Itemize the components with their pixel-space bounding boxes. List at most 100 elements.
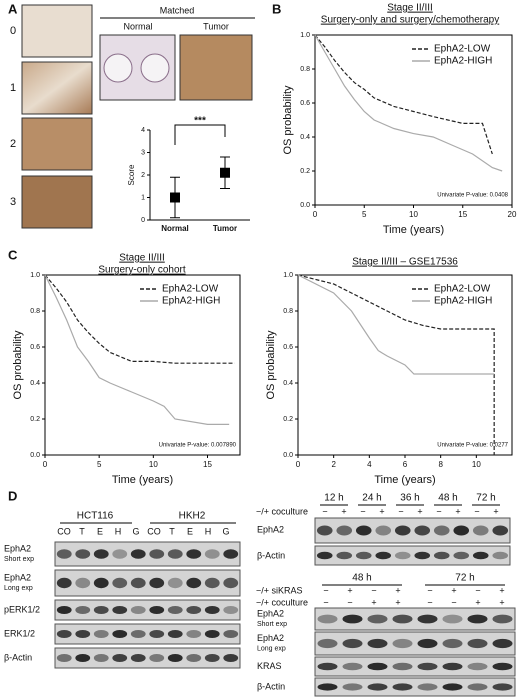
row-label: EphA2	[257, 633, 284, 643]
band	[417, 638, 438, 649]
x-axis-label: Time (years)	[374, 474, 435, 486]
band	[223, 577, 239, 589]
y-tick-label: 0.4	[300, 134, 310, 141]
band	[112, 606, 128, 614]
sign: +	[455, 506, 460, 516]
band	[130, 549, 146, 559]
sign: +	[395, 597, 400, 607]
lane-label: H	[115, 526, 122, 536]
sign: −	[474, 506, 479, 516]
band	[375, 525, 392, 536]
band	[75, 630, 91, 638]
x-tick-label: Normal	[161, 224, 189, 233]
band	[93, 606, 109, 614]
band	[130, 577, 146, 589]
blot	[54, 647, 241, 669]
blot	[54, 599, 241, 621]
band	[56, 577, 72, 589]
x-tick-label: 10	[409, 210, 418, 219]
sign: −	[322, 506, 327, 516]
band	[317, 662, 338, 671]
band	[392, 638, 413, 649]
y-axis-label: Score	[127, 164, 136, 185]
band	[317, 614, 338, 624]
band	[472, 551, 489, 560]
blot	[314, 631, 516, 656]
sign: +	[493, 506, 498, 516]
band	[56, 630, 72, 638]
band	[442, 683, 463, 691]
y-tick-label: 0.2	[300, 168, 310, 175]
p-value: Univariate P-value: 0.0408	[437, 193, 508, 199]
row-label: EphA2	[257, 524, 284, 534]
band	[149, 606, 165, 614]
x-axis-label: Time (years)	[112, 474, 173, 486]
y-tick-label: 0.8	[283, 308, 293, 315]
x-tick-label: 4	[367, 460, 372, 469]
score-label: 3	[10, 196, 16, 208]
y-tick-label: 0	[141, 217, 145, 224]
band	[367, 638, 388, 649]
x-tick-label: 10	[472, 460, 481, 469]
matched-title: Matched	[160, 5, 195, 15]
band	[367, 614, 388, 624]
sign: +	[417, 506, 422, 516]
band	[204, 630, 220, 638]
y-tick-label: 2	[141, 172, 145, 179]
x-tick-label: 0	[296, 460, 301, 469]
lane-label: T	[79, 526, 85, 536]
sign: −	[360, 506, 365, 516]
band	[355, 525, 372, 536]
chart-title: Stage II/III	[119, 253, 165, 264]
sign: −	[436, 506, 441, 516]
time-label: 36 h	[400, 493, 419, 504]
band	[112, 549, 128, 559]
band	[186, 606, 202, 614]
band	[392, 683, 413, 691]
band	[492, 551, 509, 560]
lane-label: E	[187, 526, 193, 536]
band	[149, 630, 165, 638]
legend-label: EphA2-HIGH	[434, 56, 492, 67]
p-value: Univariate P-value: 0.007890	[159, 443, 237, 449]
row-label: KRAS	[257, 661, 282, 671]
blot	[314, 656, 516, 677]
band	[56, 654, 72, 662]
band	[149, 654, 165, 662]
band	[375, 551, 392, 560]
sign: +	[341, 506, 346, 516]
legend-label: EphA2-LOW	[434, 284, 491, 295]
lane-label: CO	[57, 526, 71, 536]
band	[342, 683, 363, 691]
x-tick-label: Tumor	[213, 224, 237, 233]
band	[75, 577, 91, 589]
blot	[314, 607, 516, 631]
sign: −	[427, 585, 432, 595]
x-tick-label: 15	[203, 460, 212, 469]
y-tick-label: 0.6	[30, 344, 40, 351]
band	[167, 606, 183, 614]
survival-curve	[297, 274, 495, 375]
band	[417, 683, 438, 691]
x-tick-label: 5	[97, 460, 102, 469]
marker	[220, 167, 230, 178]
lane-label: T	[169, 526, 175, 536]
lane-label: G	[222, 526, 229, 536]
band	[433, 551, 450, 560]
x-tick-label: 0	[313, 210, 318, 219]
y-tick-label: 0.8	[30, 308, 40, 315]
y-tick-label: 0.4	[283, 380, 293, 387]
time-label: 48 h	[438, 493, 457, 504]
legend-label: EphA2-LOW	[434, 44, 491, 55]
row-label: Short exp	[257, 621, 287, 628]
row-label: Long exp	[257, 645, 286, 652]
matched-label: Tumor	[203, 21, 229, 31]
band	[223, 549, 239, 559]
row-label: β-Actin	[4, 652, 32, 662]
row-label: EphA2	[4, 572, 31, 582]
sign: −	[427, 597, 432, 607]
condition-label: −/+ coculture	[256, 597, 308, 607]
band	[442, 614, 463, 624]
band	[186, 630, 202, 638]
sign: +	[499, 597, 504, 607]
